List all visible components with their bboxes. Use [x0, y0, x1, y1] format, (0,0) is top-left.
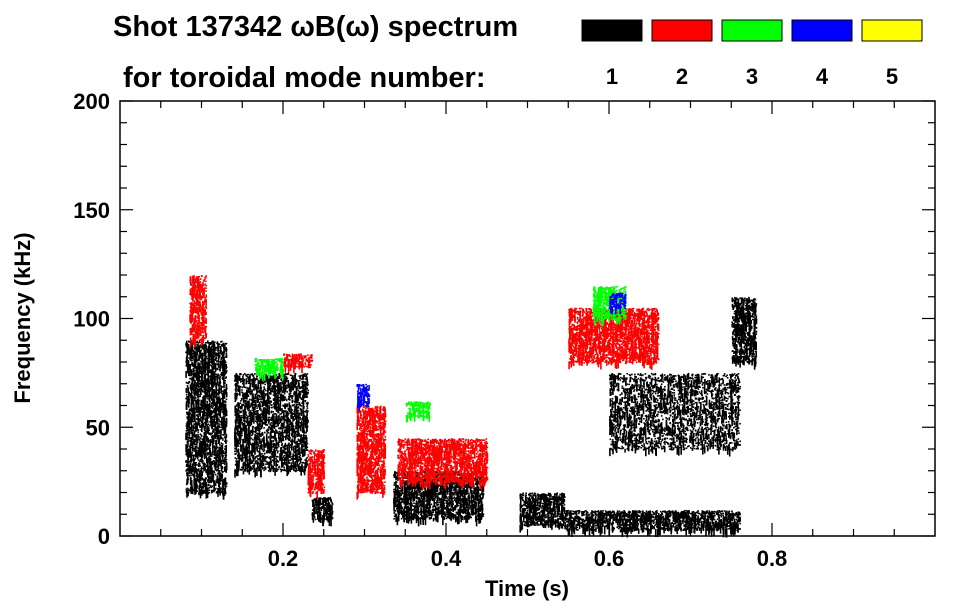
legend-label-mode-2: 2 — [676, 64, 688, 89]
legend-swatch-mode-5 — [861, 19, 923, 42]
y-tick-label: 100 — [73, 307, 110, 332]
region-mode-3 — [254, 357, 285, 381]
region-mode-2 — [189, 275, 208, 348]
region-mode-1 — [564, 509, 741, 538]
x-tick-label: 0.6 — [594, 546, 625, 571]
axis-tick-labels: 0.2 0.4 0.6 0.8 0 50 100 150 200 — [73, 89, 787, 571]
region-mode-2 — [356, 405, 387, 500]
region-mode-4 — [356, 383, 371, 412]
legend: 1 2 3 4 5 — [581, 19, 923, 89]
region-mode-1 — [311, 496, 334, 527]
legend-swatch-mode-3 — [721, 19, 783, 42]
region-mode-2 — [397, 438, 489, 490]
region-mode-1 — [519, 492, 566, 533]
y-tick-label: 200 — [73, 89, 110, 114]
y-tick-label: 150 — [73, 198, 110, 223]
legend-swatch-mode-2 — [651, 19, 713, 42]
plot-frame — [119, 100, 936, 537]
legend-label-mode-3: 3 — [746, 64, 758, 89]
chart-title-line2: for toroidal mode number: — [123, 62, 486, 94]
region-mode-3 — [405, 401, 431, 423]
region-mode-2 — [283, 353, 314, 374]
legend-swatch-mode-1 — [581, 19, 643, 42]
region-mode-1 — [234, 372, 309, 478]
legend-label-mode-1: 1 — [606, 64, 618, 89]
x-tick-label: 0.4 — [431, 546, 462, 571]
x-axis-label: Time (s) — [485, 576, 569, 601]
region-mode-1 — [185, 340, 228, 500]
region-mode-1 — [731, 296, 758, 370]
x-tick-label: 0.2 — [268, 546, 299, 571]
legend-swatch-mode-4 — [791, 19, 853, 42]
y-axis-label: Frequency (kHz) — [10, 232, 35, 403]
spectrum-points — [185, 275, 758, 538]
y-tick-label: 50 — [86, 415, 110, 440]
chart-title-line1: Shot 137342 ωB(ω) spectrum — [113, 11, 518, 43]
region-mode-1 — [609, 372, 741, 457]
x-tick-label: 0.8 — [757, 546, 788, 571]
region-mode-4 — [609, 292, 627, 315]
axis-ticks — [120, 100, 935, 537]
region-mode-2 — [307, 449, 326, 500]
y-tick-label: 0 — [98, 524, 110, 549]
region-mode-2 — [568, 307, 660, 370]
legend-label-mode-5: 5 — [886, 64, 898, 89]
legend-label-mode-4: 4 — [816, 64, 829, 89]
